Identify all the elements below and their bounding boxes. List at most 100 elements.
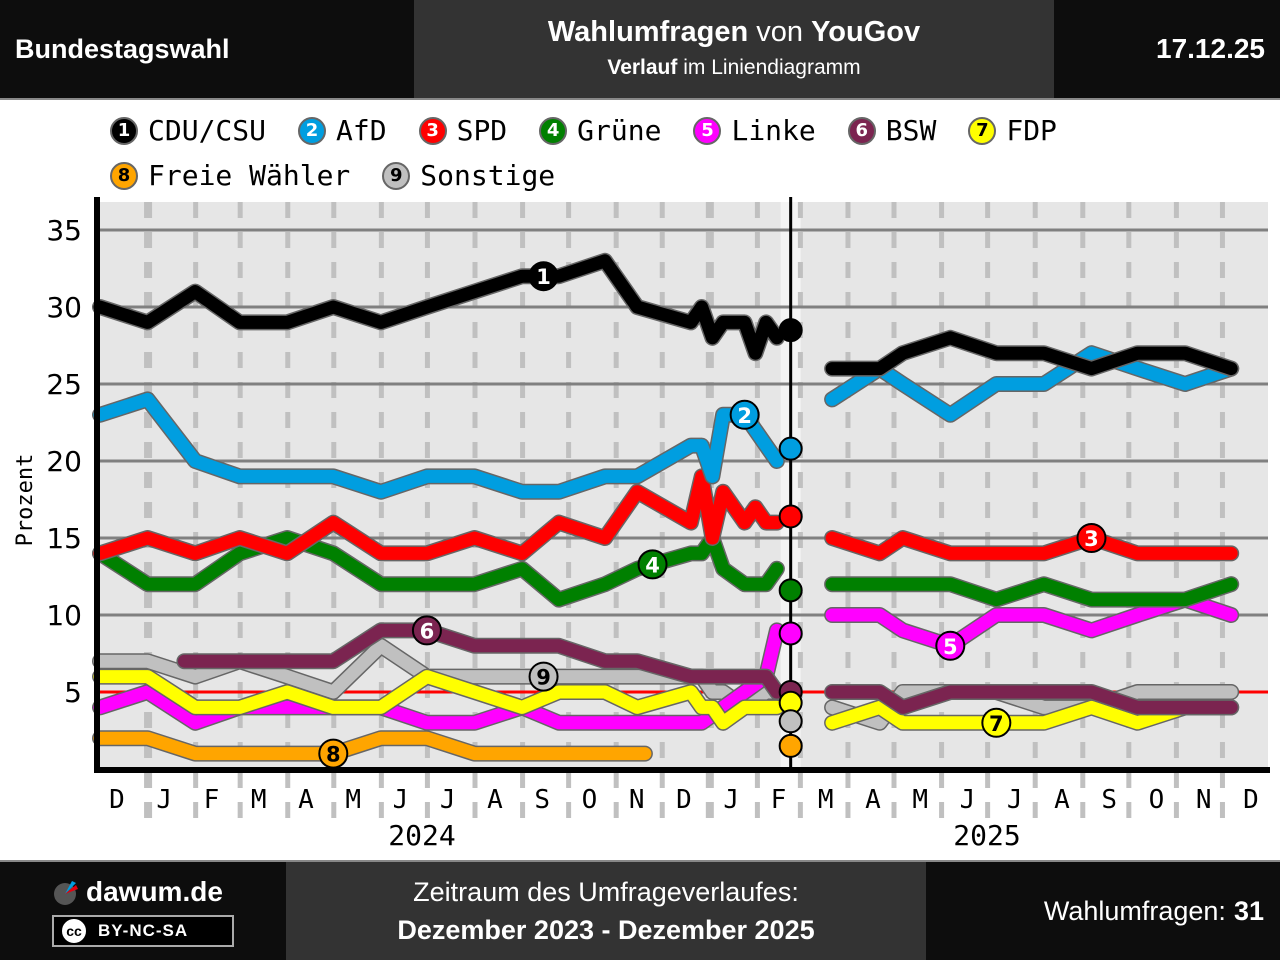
dawum-logo[interactable]: dawum.de: [52, 876, 223, 908]
y-tick-label: 35: [46, 214, 82, 247]
x-tick-label: N: [629, 785, 645, 815]
x-tick-label: J: [723, 785, 739, 815]
series-label-badge: [981, 707, 1012, 738]
election-result-dot: [778, 504, 803, 529]
site-name: dawum.de: [86, 876, 223, 907]
series-line-grne: [825, 577, 1238, 607]
x-tick-label: J: [1007, 785, 1023, 815]
series-label-badge: [637, 549, 668, 580]
count-label: Wahlumfragen:: [1043, 895, 1226, 926]
series-label-number: 4: [645, 553, 660, 577]
x-tick-label: M: [345, 785, 361, 815]
period-value: Dezember 2023 - Dezember 2025: [397, 915, 815, 945]
legend-badge: 4: [539, 116, 568, 145]
header-date-block: 17.12.25: [1054, 0, 1280, 98]
series-line-cducsu: [93, 254, 784, 360]
series-label-number: 8: [326, 743, 341, 767]
y-tick-label: 5: [64, 676, 82, 709]
legend-badge: 7: [968, 116, 997, 145]
election-result-dot: [778, 318, 803, 343]
legend-badge: 8: [110, 161, 138, 190]
legend-label: BSW: [885, 114, 937, 147]
y-tick-label: 30: [46, 291, 82, 324]
subtitle-part-bold: Verlauf: [607, 56, 678, 79]
x-tick-label: M: [251, 785, 267, 815]
header-date: 17.12.25: [1156, 33, 1265, 64]
legend-badge: 6: [847, 116, 876, 145]
header-bar: Bundestagswahl Wahlumfragen von YouGov V…: [0, 0, 1280, 98]
y-axis-label: Prozent: [13, 454, 38, 547]
x-tick-label: A: [298, 785, 314, 815]
y-tick-label: 25: [46, 368, 82, 401]
election-result-dot: [778, 709, 803, 734]
series-label-badge: [1076, 523, 1107, 553]
footer-divider: [0, 860, 1280, 862]
series-label-badge: [528, 261, 559, 292]
series-label-number: 3: [1084, 527, 1099, 551]
legend-label: SPD: [456, 114, 508, 147]
cc-icon: cc: [60, 917, 88, 945]
x-tick-label: D: [109, 785, 125, 815]
series-line-freiewhler: [93, 731, 652, 761]
x-tick-label: D: [1243, 785, 1259, 815]
x-tick-label: J: [393, 785, 409, 815]
footer-bar: dawum.de cc BY-NC-SA Zeitraum des Umfrag…: [0, 860, 1280, 960]
y-tick-label: 15: [46, 522, 82, 555]
legend-badge: 3: [418, 116, 447, 145]
legend-item: 8 Freie Wähler: [110, 159, 350, 192]
series-line-grne: [93, 531, 784, 607]
series-label-number: 5: [943, 635, 958, 659]
legend-item: 9 Sonstige: [382, 159, 555, 192]
legend-item: 4 Grüne: [539, 114, 661, 147]
x-tick-label: J: [440, 785, 456, 815]
legend-item: 7 FDP: [968, 114, 1057, 147]
series-label-number: 7: [989, 712, 1004, 736]
x-tick-label: A: [487, 785, 503, 815]
election-result-dot: [778, 733, 803, 758]
count-value: 31: [1233, 895, 1264, 926]
license-text: BY-NC-SA: [98, 921, 189, 940]
x-tick-label: S: [534, 785, 550, 815]
footer-period: Zeitraum des Umfrageverlaufes: Dezember …: [286, 862, 926, 960]
legend-label: FDP: [1006, 114, 1057, 147]
legend-badge: 5: [693, 116, 722, 145]
header-divider: [0, 98, 1280, 100]
legend-item: 1 CDU/CSU: [110, 114, 266, 147]
x-tick-label: N: [1196, 785, 1212, 815]
year-label: 2024: [388, 819, 455, 852]
series-line-bsw: [825, 685, 1238, 714]
x-tick-label: O: [1149, 785, 1165, 815]
series-label-badge: [935, 630, 966, 661]
series-label-badge: [729, 399, 760, 430]
title-part-polls: Wahlumfragen: [547, 16, 749, 48]
election-title: Bundestagswahl: [15, 33, 230, 64]
x-tick-label: F: [204, 785, 220, 815]
title-part-from: von: [748, 16, 812, 48]
series-line-bsw: [177, 623, 784, 699]
series-line-afd: [825, 346, 1238, 422]
chart-title: Wahlumfragen von YouGov: [414, 15, 1054, 49]
x-tick-label: O: [582, 785, 598, 815]
legend-badge: 2: [298, 116, 327, 145]
chart-subtitle: Verlauf im Liniendiagramm: [414, 55, 1054, 81]
legend-badge: 9: [382, 161, 411, 190]
legend-row: 8 Freie Wähler 9 Sonstige: [110, 153, 1270, 198]
legend-label: Linke: [731, 114, 816, 147]
election-result-dot: [778, 436, 803, 461]
series-label-badge: [528, 661, 559, 692]
legend-label: CDU/CSU: [148, 114, 267, 147]
header-election: Bundestagswahl: [0, 0, 414, 98]
series-line-spd: [93, 469, 784, 560]
x-tick-label: F: [771, 785, 787, 815]
legend-label: Sonstige: [420, 159, 556, 192]
series-line-spd: [825, 531, 1238, 560]
legend-item: 2 AfD: [298, 114, 387, 147]
legend-item: 3 SPD: [418, 114, 508, 147]
title-part-institute: YouGov: [811, 16, 921, 48]
x-tick-label: M: [912, 785, 928, 815]
chart-legend: 1 CDU/CSU 2 AfD 3 SPD 4 Grüne 5 Linke 6 BSW 7 FDP 8 Fr…: [110, 108, 1270, 198]
y-tick-label: 20: [46, 445, 82, 478]
x-tick-label: A: [1054, 785, 1070, 815]
license-badge[interactable]: cc BY-NC-SA: [52, 915, 234, 947]
